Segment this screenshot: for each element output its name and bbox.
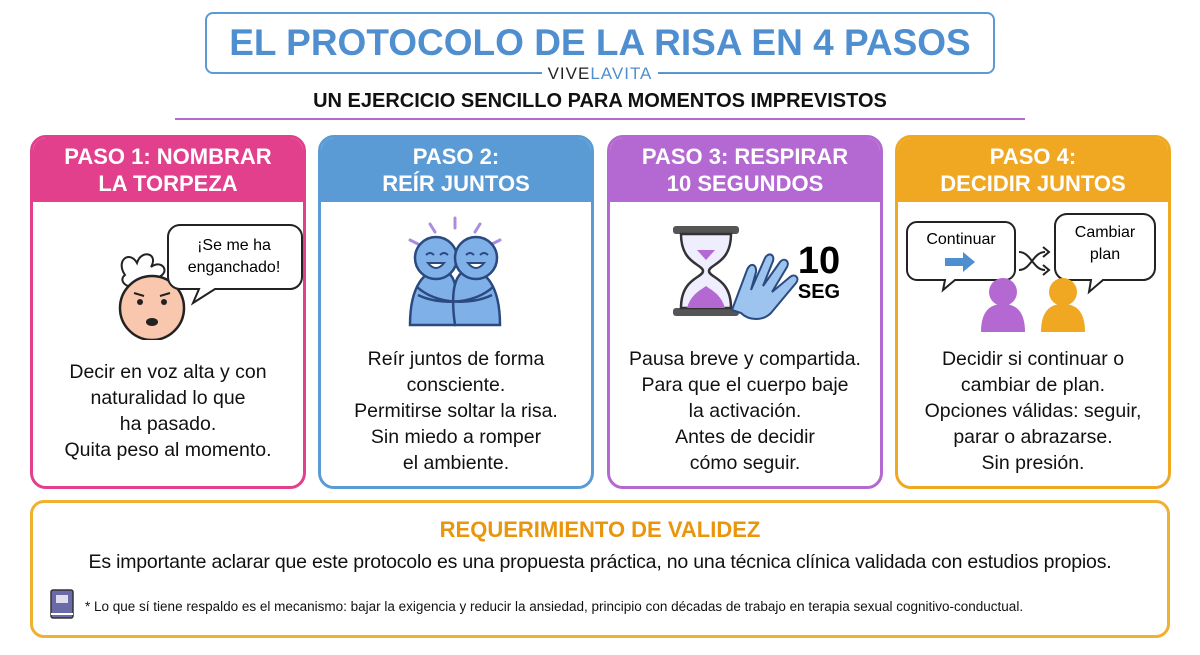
timer-unit: SEG [798,281,840,303]
step-text: Quita peso al momento. [64,438,272,461]
step-body: Reír juntos de forma consciente. Permitirs… [321,338,591,483]
step-title: PASO 4: [989,144,1077,169]
illustration: ¡Se me ha enganchado! [118,224,303,340]
illustration: Continuar Cambiar plan [906,213,1156,332]
step-text: el ambiente. [402,451,510,474]
validity-note: * Lo que sí tiene respaldo es el mecanis… [85,599,1024,614]
step-text: Para que el cuerpo baje [641,373,849,396]
step-header: PASO 2: REÍR JUNTOS [321,138,591,202]
step-text: ha pasado. [119,412,217,435]
step-title: REÍR JUNTOS [382,171,530,196]
step-card: PASO 4: DECIDIR JUNTOS Decidir si continua… [895,135,1171,489]
validity-text: Es importante aclarar que este protocolo… [88,551,1112,573]
bubble-text: ¡Se me ha [197,237,271,254]
step-header: PASO 1: NOMBRAR LA TORPEZA [33,138,303,202]
step-title: PASO 1: NOMBRAR [64,144,272,169]
validity-title: REQUERIMIENTO DE VALIDEZ [439,517,761,542]
bubble-text: Continuar [926,231,996,248]
step-text: Opciones válidas: seguir, [924,399,1142,422]
step-text: parar o abrazarse. [953,425,1113,448]
step-title: DECIDIR JUNTOS [940,171,1126,196]
step-text: naturalidad lo que [90,386,246,409]
step-text: Reír juntos de forma [367,347,545,370]
face [118,274,186,340]
timer-number: 10 [798,240,840,282]
step-header: PASO 3: RESPIRAR 10 SEGUNDOS [610,138,880,202]
step-text: cambiar de plan. [960,373,1106,396]
bubble-text: plan [1090,246,1120,263]
step-text: Sin presión. [981,451,1085,474]
step-header: PASO 4: DECIDIR JUNTOS [898,138,1168,202]
step-text: la activación. [688,399,802,422]
bubble-text: Cambiar [1075,224,1136,241]
illustration [408,216,502,327]
brand-part: VIVE [547,64,591,83]
step-text: Sin miedo a romper [370,425,542,448]
step-title: 10 SEGUNDOS [666,171,824,196]
subtitle: UN EJERCICIO SENCILLO PARA MOMENTOS IMPR… [313,90,887,112]
step-text: Decidir si continuar o [941,347,1125,370]
step-body: Decir en voz alta y con naturalidad lo qu… [33,338,303,483]
step-text: Decir en voz alta y con [69,360,267,383]
step-title: PASO 2: [412,144,500,169]
step-title: PASO 3: RESPIRAR [641,144,849,169]
step-body: Decidir si continuar o cambiar de plan. Op… [898,338,1168,483]
book-icon [50,589,74,619]
brand-part: LAVITA [590,64,653,83]
brand: VIVELAVITA [0,64,1200,84]
speech-bubble [1054,213,1156,295]
step-text: cómo seguir. [689,451,801,474]
bubble-text: enganchado! [188,259,281,276]
step-text: Antes de decidir [675,425,815,448]
validity-box: REQUERIMIENTO DE VALIDEZ Es importante a… [30,500,1170,638]
speech-bubble [906,221,1016,293]
step-text: consciente. [406,373,506,396]
speech-bubble [167,224,303,306]
step-title: LA TORPEZA [98,171,238,196]
divider [175,118,1025,120]
illustration: 10 SEG [673,226,840,320]
step-text: Permitirse soltar la risa. [354,399,558,422]
step-text: Pausa breve y compartida. [629,347,861,370]
step-body: Pausa breve y compartida. Para que el cue… [610,338,880,483]
